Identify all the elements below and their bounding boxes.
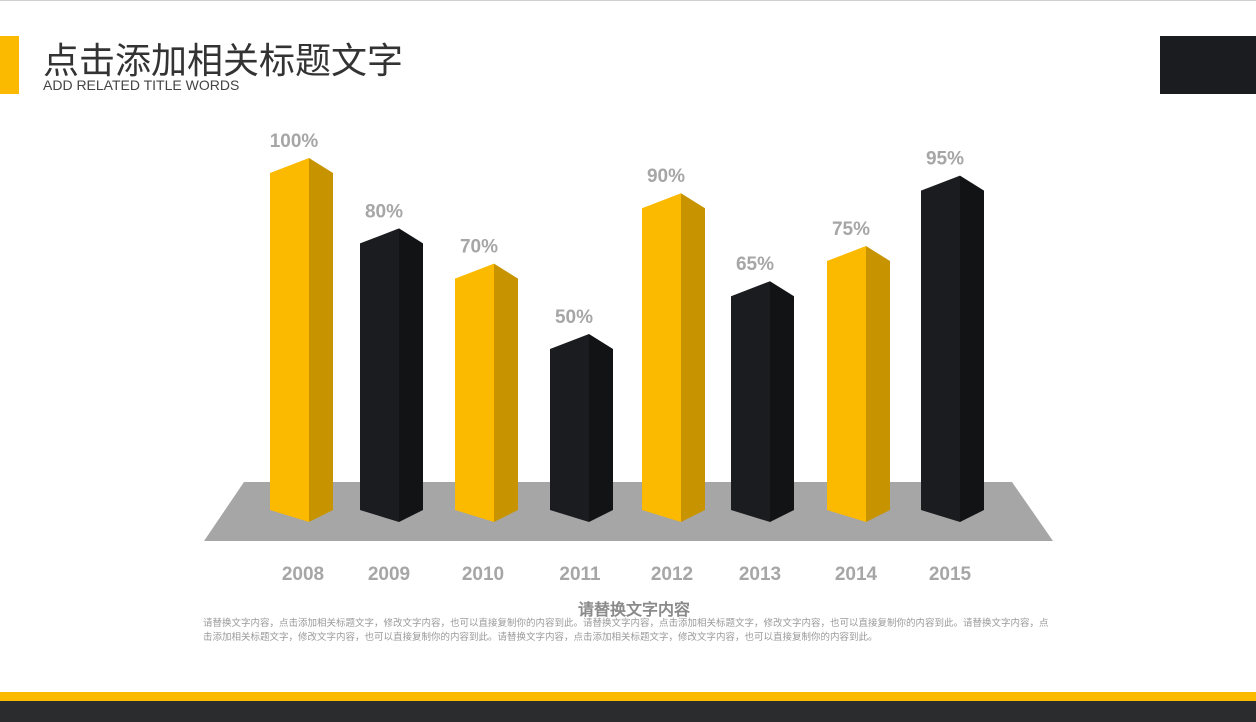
value-label: 50% [555,307,593,328]
bar-2011[interactable] [550,334,613,522]
bar-front-face [827,246,866,522]
bar-front-face [921,175,960,522]
bar-side-face [960,175,984,522]
page-subtitle[interactable]: ADD RELATED TITLE WORDS [43,77,240,93]
value-label: 95% [926,149,964,170]
footer-dark-band [0,701,1256,722]
bar-2012[interactable] [642,193,705,522]
title-accent-bar [0,36,19,94]
category-label: 2012 [651,564,693,585]
value-label: 70% [460,237,498,258]
category-label: 2013 [739,564,781,585]
bar-2013[interactable] [731,281,794,522]
bar-2010[interactable] [455,263,518,522]
value-label: 75% [832,219,870,240]
bar-2009[interactable] [360,228,423,522]
bar-2008[interactable] [270,158,333,522]
category-label: 2008 [282,564,324,585]
bar-2014[interactable] [827,246,890,522]
top-divider [0,0,1256,1]
category-label: 2011 [559,564,601,585]
bar-side-face [681,193,705,522]
category-label: 2014 [835,564,878,585]
category-label: 2009 [368,564,410,585]
footer-accent-stripe [0,692,1256,701]
bar-front-face [360,228,399,522]
bar-side-face [589,334,613,522]
bar-side-face [309,158,333,522]
value-label: 100% [270,131,319,152]
bar-front-face [270,158,309,522]
bar-side-face [399,228,423,522]
bar-side-face [866,246,890,522]
corner-decoration-block [1160,36,1256,94]
category-labels-group: 2008 2009 2010 2011 2012 2013 2014 2015 [282,564,972,585]
bar-chart: 100%80%70%50%90%65%75%95% 2008 2009 2010 20… [204,131,1053,585]
bars-group [270,158,984,522]
bar-side-face [770,281,794,522]
bar-front-face [731,281,770,522]
content-body-text[interactable]: 请替换文字内容，点击添加相关标题文字，修改文字内容，也可以直接复制你的内容到此。… [203,618,1049,643]
bar-front-face [455,263,494,522]
bar-2015[interactable] [921,175,984,522]
value-label: 65% [736,254,774,275]
category-label: 2015 [929,564,972,585]
page-title[interactable]: 点击添加相关标题文字 [43,41,404,82]
content-heading[interactable]: 请替换文字内容 [577,600,690,619]
value-labels-group: 100% 80% 70% 50% 90% 65% 75% 95% [270,131,964,328]
category-label: 2010 [462,564,504,585]
value-label: 90% [647,166,685,187]
bar-front-face [642,193,681,522]
bar-side-face [494,263,518,522]
value-label: 80% [365,201,403,222]
bar-front-face [550,334,589,522]
